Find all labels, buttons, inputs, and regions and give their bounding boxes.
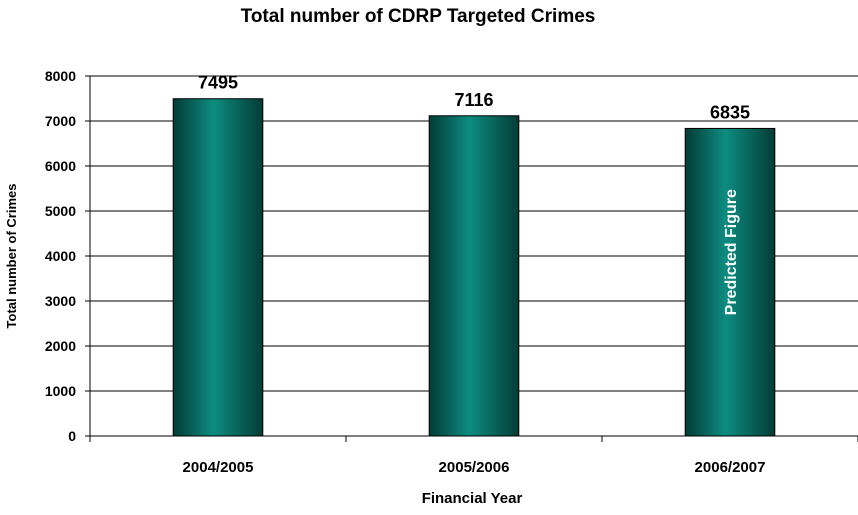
x-tick-label: 2004/2005 — [183, 459, 254, 476]
y-tick-label: 4000 — [45, 248, 76, 264]
y-tick-label: 7000 — [45, 113, 76, 129]
bar-value-label: 7116 — [454, 90, 493, 110]
bar — [172, 98, 264, 437]
y-tick-label: 3000 — [45, 293, 76, 309]
y-tick-label: 5000 — [45, 203, 76, 219]
bar — [428, 115, 520, 437]
y-tick-label: 2000 — [45, 338, 76, 354]
y-tick-label: 8000 — [45, 68, 76, 84]
x-axis-ticks: 2004/2005 2005/2006 2006/2007 — [89, 436, 858, 476]
bar-annotation: Predicted Figure — [723, 189, 740, 315]
y-tick-label: 0 — [68, 428, 76, 444]
y-axis-ticks: 0 1000 2000 3000 4000 5000 6000 7000 8000 — [45, 68, 90, 444]
y-tick-label: 1000 — [45, 383, 76, 399]
annotations: Predicted Figure — [723, 189, 740, 315]
bar — [684, 127, 776, 437]
x-tick-label: 2006/2007 — [695, 459, 766, 476]
axes — [89, 76, 858, 437]
bar-value-label: 7495 — [198, 73, 238, 93]
x-tick-label: 2005/2006 — [439, 459, 510, 476]
bars — [172, 98, 776, 437]
y-axis-label: Total number of Crimes — [4, 184, 19, 329]
y-tick-label: 6000 — [45, 158, 76, 174]
chart-title: Total number of CDRP Targeted Crimes — [241, 6, 596, 27]
bar-value-label: 6835 — [710, 102, 750, 122]
x-axis-label: Financial Year — [422, 490, 523, 507]
value-labels: 7495 7116 6835 — [198, 73, 750, 123]
